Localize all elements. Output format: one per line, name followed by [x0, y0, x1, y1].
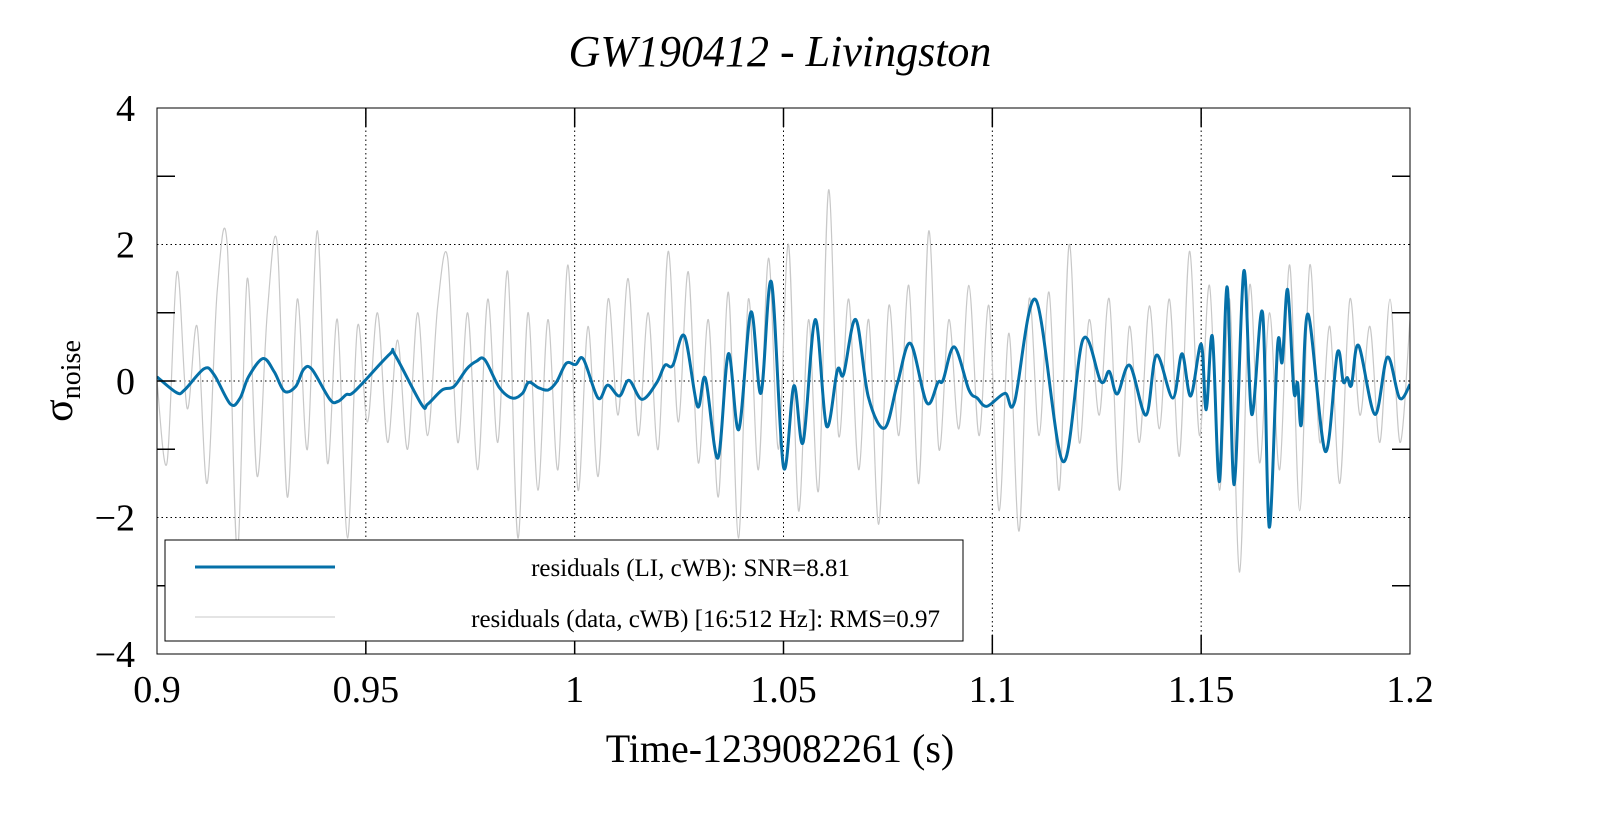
x-tick-label: 0.95 [333, 669, 400, 711]
y-axis-label: σnoise [36, 340, 87, 422]
x-tick-label: 1.1 [969, 669, 1017, 711]
y-tick-label: −4 [95, 634, 135, 676]
series-layer [157, 189, 1410, 573]
y-axis-label-sub: noise [56, 340, 87, 399]
legend-label-data: residuals (data, cWB) [16:512 Hz]: RMS=0… [471, 606, 940, 633]
y-tick-label: 2 [116, 225, 135, 267]
x-tick-label: 1.15 [1168, 669, 1235, 711]
series-data-residuals [157, 189, 1410, 573]
legend-box [164, 539, 964, 642]
x-tick-label: 1.2 [1386, 669, 1434, 711]
x-tick-labels: 0.9 0.95 1 1.05 1.1 1.15 1.2 [133, 669, 1434, 711]
x-tick-label: 1 [565, 669, 584, 711]
legend-label-lisb: residuals (LI, cWB): SNR=8.81 [531, 555, 850, 582]
y-axis-label-main: σ [36, 399, 82, 422]
y-tick-label: 0 [116, 361, 135, 403]
x-tick-label: 1.05 [750, 669, 817, 711]
y-tick-labels: 4 2 0 −2 −4 [95, 88, 135, 676]
y-tick-label: −2 [95, 498, 135, 540]
x-axis-label: Time-1239082261 (s) [606, 726, 955, 771]
legend: residuals (LI, cWB): SNR=8.81 residuals … [164, 539, 964, 642]
y-tick-label: 4 [116, 88, 135, 130]
series-lisb-residuals [157, 269, 1410, 529]
chart-title: GW190412 - Livingston [569, 27, 992, 76]
x-tick-label: 0.9 [133, 669, 181, 711]
y-axis-label-text: σnoise [36, 340, 87, 422]
